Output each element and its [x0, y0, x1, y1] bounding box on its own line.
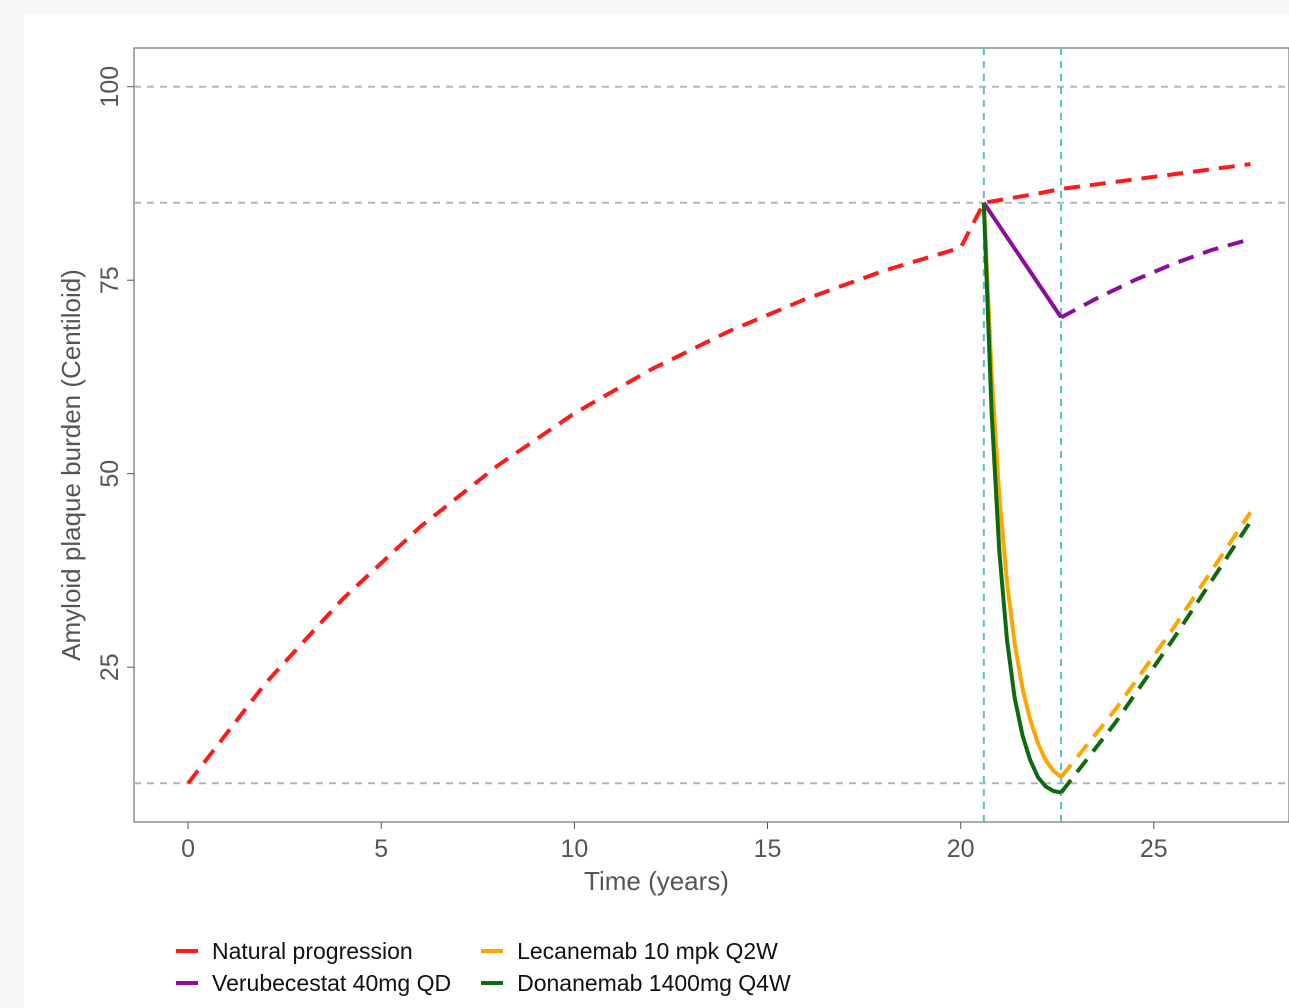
- series-line-2: [1060, 237, 1251, 320]
- series-line-5: [981, 202, 1062, 795]
- y-tick-label-1: 50: [96, 460, 124, 488]
- legend-key-natural: [176, 949, 198, 953]
- legend-key-donanemab: [481, 981, 504, 985]
- x-tick-label-1: 5: [374, 835, 388, 863]
- legend-key-verubecestat: [176, 981, 198, 985]
- legend: Natural progression Lecanemab 10 mpk Q2W…: [176, 936, 791, 998]
- series-line-4: [1059, 511, 1253, 779]
- legend-label-verubecestat: Verubecestat 40mg QD: [212, 969, 452, 996]
- legend-item-verubecestat: Verubecestat 40mg QD: [176, 968, 451, 998]
- y-tick-label-3: 100: [96, 66, 124, 108]
- legend-item-natural: Natural progression: [176, 936, 451, 966]
- legend-label-donanemab: Donanemab 1400mg Q4W: [517, 969, 791, 996]
- x-tick-label-2: 10: [560, 835, 588, 863]
- x-tick-label-4: 20: [947, 835, 975, 863]
- x-tick-label-5: 25: [1140, 835, 1168, 863]
- x-tick-label-0: 0: [181, 835, 195, 863]
- x-tick-label-3: 15: [754, 835, 782, 863]
- legend-label-natural: Natural progression: [212, 937, 413, 964]
- legend-item-lecanemab: Lecanemab 10 mpk Q2W: [481, 936, 791, 966]
- series-line-0: [186, 162, 1251, 785]
- plot-svg: 0 5 10 15 20 25 25 50 75 100 Time (years) Amyloid p…: [56, 47, 1289, 896]
- y-tick-label-2: 75: [96, 266, 124, 294]
- series-line-3: [981, 202, 1063, 779]
- y-axis-title: Amyloid plaque burden (Centiloid): [56, 269, 86, 661]
- x-axis-title: Time (years): [584, 866, 729, 896]
- plot-panel: [133, 47, 1289, 823]
- series-line-1: [982, 201, 1063, 319]
- legend-item-donanemab: Donanemab 1400mg Q4W: [481, 968, 791, 998]
- y-tick-label-0: 25: [96, 653, 124, 681]
- legend-label-lecanemab: Lecanemab 10 mpk Q2W: [517, 937, 778, 964]
- series-line-6: [1059, 520, 1253, 794]
- legend-key-lecanemab: [481, 949, 504, 953]
- chart-card: 0 5 10 15 20 25 25 50 75 100 Time (years) Amyloid p…: [24, 14, 1289, 1008]
